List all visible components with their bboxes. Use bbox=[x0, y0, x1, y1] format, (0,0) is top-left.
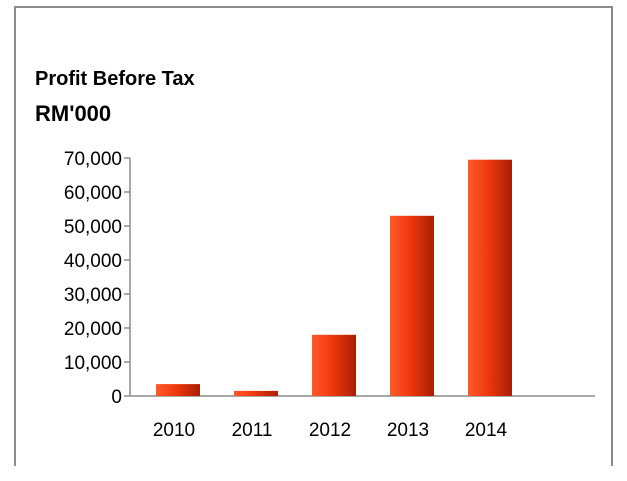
x-tick-label: 2013 bbox=[387, 420, 429, 441]
frame-border-right bbox=[611, 6, 613, 466]
chart-subtitle: RM'000 bbox=[35, 101, 112, 126]
y-tick-label: 20,000 bbox=[64, 319, 122, 340]
frame-border-top bbox=[14, 6, 613, 8]
x-tick-label: 2011 bbox=[232, 420, 273, 441]
tick-labels: 0 10,000 20,000 30,000 40,000 50,000 60,000 70,… bbox=[64, 149, 508, 441]
y-tick-label: 40,000 bbox=[64, 251, 122, 272]
y-tick-label: 30,000 bbox=[64, 285, 122, 306]
y-tick-label: 70,000 bbox=[64, 149, 122, 170]
chart-title: Profit Before Tax bbox=[35, 68, 195, 90]
frame-border-left bbox=[14, 6, 16, 466]
axes bbox=[124, 157, 595, 397]
y-tick-label: 0 bbox=[111, 387, 122, 408]
x-tick-label: 2010 bbox=[153, 420, 195, 441]
x-tick-label: 2012 bbox=[309, 420, 351, 441]
bar-2014 bbox=[468, 159, 512, 396]
x-tick-label: 2014 bbox=[465, 420, 508, 441]
bar-2010 bbox=[156, 384, 200, 396]
bar-2013 bbox=[390, 215, 434, 396]
bars bbox=[156, 159, 512, 396]
y-tick-label: 10,000 bbox=[64, 353, 122, 374]
y-tick-label: 60,000 bbox=[64, 183, 122, 204]
bar-2012 bbox=[312, 334, 356, 396]
y-tick-label: 50,000 bbox=[64, 217, 122, 238]
bar-2011 bbox=[234, 390, 278, 396]
